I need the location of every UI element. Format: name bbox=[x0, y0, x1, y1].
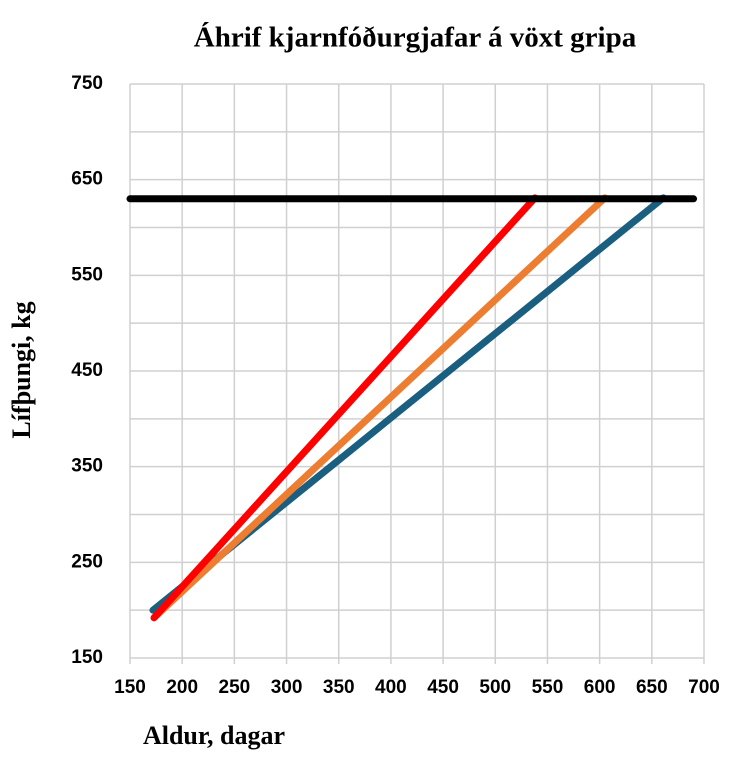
x-tick-label: 450 bbox=[427, 677, 459, 698]
line bbox=[151, 194, 609, 621]
x-tick-label: 400 bbox=[375, 677, 407, 698]
y-axis-label: Lífþungi, kg bbox=[7, 301, 36, 438]
x-tick-label: 150 bbox=[114, 677, 146, 698]
y-tick-label: 250 bbox=[71, 551, 103, 572]
y-tick-label: 350 bbox=[71, 456, 103, 477]
x-tick-label: 650 bbox=[636, 677, 668, 698]
y-tick-label: 550 bbox=[71, 264, 103, 285]
x-tick-label: 500 bbox=[479, 677, 511, 698]
y-tick-label: 150 bbox=[71, 647, 103, 668]
y-tick-label: 750 bbox=[71, 73, 103, 94]
x-tick-label: 700 bbox=[688, 677, 720, 698]
chart-title: Áhrif kjarnfóðurgjafar á vöxt gripa bbox=[194, 21, 637, 54]
x-axis-label: Aldur, dagar bbox=[143, 721, 285, 750]
y-tick-label: 650 bbox=[71, 169, 103, 190]
y-tick-label: 450 bbox=[71, 360, 103, 381]
x-tick-label: 350 bbox=[323, 677, 355, 698]
x-tick-label: 300 bbox=[271, 677, 303, 698]
x-tick-label: 600 bbox=[584, 677, 616, 698]
x-tick-label: 250 bbox=[219, 677, 251, 698]
line bbox=[150, 194, 539, 622]
x-tick-label: 550 bbox=[532, 677, 564, 698]
x-tick-label: 200 bbox=[166, 677, 198, 698]
